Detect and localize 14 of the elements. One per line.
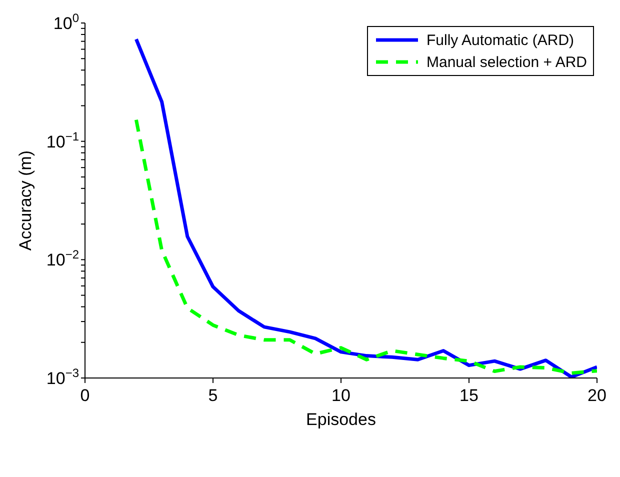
x-axis-title: Episodes bbox=[306, 410, 376, 429]
legend-label: Fully Automatic (ARD) bbox=[426, 32, 574, 48]
y-axis-title: Accuracy (m) bbox=[16, 150, 36, 251]
y-tick-label: 10$^{0}$ bbox=[53, 11, 80, 33]
y-tick-label: 10$^{−3}$ bbox=[46, 366, 80, 388]
x-tick-label: 20 bbox=[588, 386, 606, 405]
x-tick-label: 0 bbox=[80, 386, 90, 405]
x-tick-label: 5 bbox=[208, 386, 218, 405]
x-tick-label: 10 bbox=[332, 386, 350, 405]
y-tick-label: 10$^{−1}$ bbox=[46, 129, 80, 152]
line-series bbox=[134, 118, 597, 375]
y-tick-label: 10$^{−2}$ bbox=[46, 248, 80, 270]
legend-label: Manual selection + ARD bbox=[426, 54, 587, 70]
x-tick-label: 15 bbox=[460, 386, 478, 405]
